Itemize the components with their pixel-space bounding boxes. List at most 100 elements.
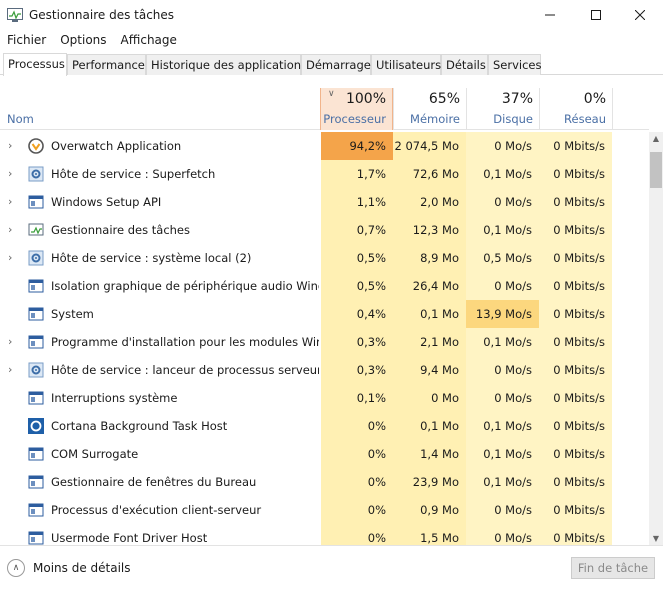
network-cell: 0 Mbits/s [539,132,612,160]
cpu-cell: 0% [321,524,393,545]
process-name: Cortana Background Task Host [51,419,228,433]
process-name: Hôte de service : lanceur de processus s… [51,363,319,377]
chevron-right-icon[interactable]: › [8,251,13,264]
cpu-cell: 0% [321,468,393,496]
menu-bar: Fichier Options Affichage [0,31,184,49]
sort-down-icon: ∨ [328,89,335,99]
title-bar: Gestionnaire des tâches [0,0,663,30]
disk-cell: 0,1 Mo/s [466,328,539,356]
tab-performance[interactable]: Performance [67,54,146,75]
process-name: Gestionnaire des tâches [51,223,190,237]
process-row[interactable]: › Gestionnaire des tâches 0,7% 12,3 Mo 0,1 M… [0,216,649,244]
disk-cell: 0 Mo/s [466,272,539,300]
process-row[interactable]: › Overwatch Application 94,2% 2 074,5 Mo 0 M… [0,132,649,160]
process-row[interactable]: › Hôte de service : système local (2) 0,5%… [0,244,649,272]
disk-cell: 13,9 Mo/s [466,300,539,328]
column-header-row: Nom ∨ 100% Processeur 65% Mémoire 37% Di… [0,88,649,130]
cpu-cell: 94,2% [321,132,393,160]
disk-cell: 0,1 Mo/s [466,440,539,468]
scrollbar-thumb[interactable] [650,152,662,188]
process-name: Usermode Font Driver Host [51,531,208,545]
disk-cell: 0 Mo/s [466,188,539,216]
process-row[interactable]: Usermode Font Driver Host 0% 1,5 Mo 0 Mo/s 0… [0,524,649,545]
process-name: Interruptions système [51,391,178,405]
chevron-right-icon[interactable]: › [8,223,13,236]
tab-processus[interactable]: Processus [3,53,67,76]
process-row[interactable]: › Hôte de service : lanceur de processus … [0,356,649,384]
tab-demarrage[interactable]: Démarrage [301,54,371,75]
process-row[interactable]: COM Surrogate 0% 1,4 Mo 0,1 Mo/s 0 Mbits/s [0,440,649,468]
vertical-scrollbar[interactable]: ▲ ▼ [649,132,663,545]
cpu-total: 100% [345,91,386,107]
chevron-right-icon[interactable]: › [8,335,13,348]
tab-utilisateurs[interactable]: Utilisateurs [371,54,441,75]
process-row[interactable]: Processus d'exécution client-serveur 0% 0,… [0,496,649,524]
disk-cell: 0 Mo/s [466,384,539,412]
tab-historique[interactable]: Historique des applications [146,54,307,75]
cortana-icon [28,418,44,434]
network-total: 0% [583,91,606,107]
column-header-network[interactable]: 0% Réseau [539,88,612,130]
memory-total: 65% [428,91,460,107]
chevron-right-icon[interactable]: › [8,167,13,180]
menu-fichier[interactable]: Fichier [7,33,47,47]
memory-cell: 0,1 Mo [393,300,466,328]
process-list: › Overwatch Application 94,2% 2 074,5 Mo 0 M… [0,132,649,545]
end-task-button[interactable]: Fin de tâche [571,557,655,579]
network-cell: 0 Mbits/s [539,356,612,384]
chevron-right-icon[interactable]: › [8,195,13,208]
chevron-right-icon[interactable]: › [8,139,13,152]
disk-cell: 0 Mo/s [466,132,539,160]
task-manager-icon [7,8,23,22]
network-cell: 0 Mbits/s [539,468,612,496]
tab-services[interactable]: Services [488,54,542,75]
minimize-button[interactable] [527,0,573,30]
disk-cell: 0,1 Mo/s [466,216,539,244]
process-name: COM Surrogate [51,447,139,461]
memory-cell: 72,6 Mo [393,160,466,188]
disk-cell: 0,1 Mo/s [466,412,539,440]
column-header-memory[interactable]: 65% Mémoire [393,88,466,130]
close-button[interactable] [617,0,663,30]
memory-cell: 9,4 Mo [393,356,466,384]
scroll-down-icon[interactable]: ▼ [652,534,660,543]
cpu-cell: 0,3% [321,328,393,356]
gear-icon [28,362,44,378]
tab-details[interactable]: Détails [441,54,488,75]
process-row[interactable]: › Hôte de service : Superfetch 1,7% 72,6 Mo… [0,160,649,188]
process-row[interactable]: Gestionnaire de fenêtres du Bureau 0% 23,9… [0,468,649,496]
maximize-button[interactable] [573,0,619,30]
cpu-cell: 0,1% [321,384,393,412]
column-header-disk[interactable]: 37% Disque [466,88,539,130]
menu-affichage[interactable]: Affichage [120,33,177,47]
chevron-right-icon[interactable]: › [8,363,13,376]
network-cell: 0 Mbits/s [539,216,612,244]
process-row[interactable]: Isolation graphique de périphérique audi… [0,272,649,300]
scroll-up-icon[interactable]: ▲ [652,134,660,143]
disk-cell: 0 Mo/s [466,496,539,524]
process-row[interactable]: › Windows Setup API 1,1% 2,0 Mo 0 Mo/s 0 Mbit… [0,188,649,216]
cpu-label: Processeur [323,112,386,126]
column-header-cpu[interactable]: ∨ 100% Processeur [320,88,393,130]
process-row[interactable]: › Programme d'installation pour les modul… [0,328,649,356]
process-name: Programme d'installation pour les module… [51,335,319,349]
tab-bar: Processus Performance Historique des app… [0,53,663,76]
network-cell: 0 Mbits/s [539,272,612,300]
process-name: Processus d'exécution client-serveur [51,503,262,517]
process-row[interactable]: Interruptions système 0,1% 0 Mo 0 Mo/s 0 Mbi… [0,384,649,412]
network-cell: 0 Mbits/s [539,496,612,524]
column-header-name[interactable]: Nom [7,112,34,126]
overwatch-icon [28,138,44,154]
disk-cell: 0 Mo/s [466,524,539,545]
chevron-up-icon: ∧ [7,559,25,577]
memory-cell: 8,9 Mo [393,244,466,272]
network-cell: 0 Mbits/s [539,244,612,272]
process-name: Hôte de service : système local (2) [51,251,252,265]
disk-label: Disque [493,112,533,126]
process-row[interactable]: System 0,4% 0,1 Mo 13,9 Mo/s 0 Mbits/s [0,300,649,328]
cpu-cell: 0,5% [321,244,393,272]
menu-options[interactable]: Options [60,33,107,47]
less-details-button[interactable]: ∧ Moins de détails [7,558,131,578]
process-row[interactable]: Cortana Background Task Host 0% 0,1 Mo 0,1 … [0,412,649,440]
close-icon [635,10,645,20]
